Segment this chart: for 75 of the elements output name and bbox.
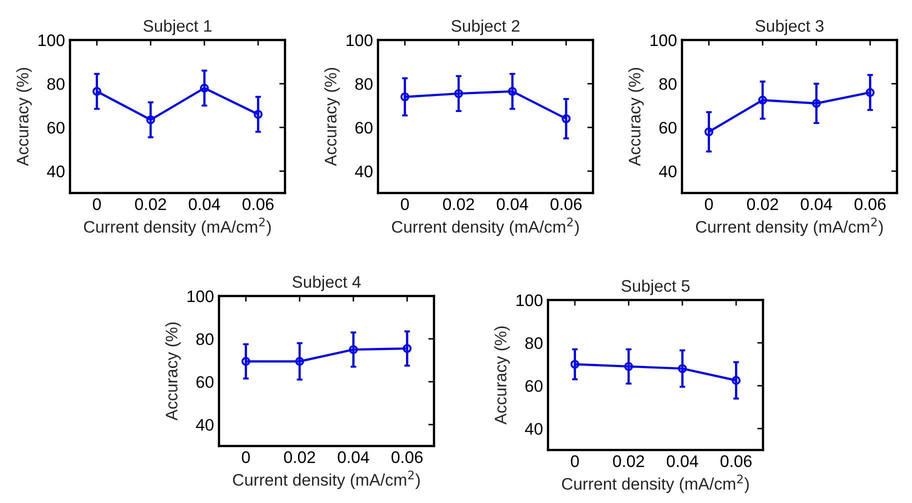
point [704, 127, 714, 136]
point [866, 88, 875, 97]
x-tick-label: 0.02 [284, 451, 316, 464]
y-tick-label: 60 [355, 122, 372, 134]
point [508, 86, 517, 96]
y-tick-label: 60 [47, 122, 64, 134]
x-tick-label: 0 [92, 198, 101, 210]
x-tick-label: 0.06 [242, 198, 274, 210]
x-tick-label: 0.02 [443, 198, 474, 210]
x-axis-title: Current density (mA/cm$^{2}$) [696, 218, 883, 236]
y-tick-label: 40 [196, 418, 214, 431]
x-tick-label: 0 [242, 451, 250, 464]
y-axis-title: Accuracy (%) [165, 322, 181, 421]
x-axis-title: Current density (mA/cm$^{2}$) [562, 474, 749, 494]
x-tick-label: 0.02 [135, 198, 166, 210]
x-tick-label: 0 [570, 455, 579, 468]
y-tick-label: 60 [659, 122, 676, 134]
point [254, 110, 263, 119]
chart-title: Subject 5 [622, 280, 690, 296]
x-tick-label: 0.04 [188, 198, 220, 210]
y-tick-label: 80 [525, 337, 542, 350]
y-tick-label: 40 [524, 422, 542, 435]
point [92, 86, 102, 96]
y-tick-label: 100 [516, 294, 542, 306]
y-tick-label: 100 [346, 34, 372, 46]
chart-title: Subject 4 [292, 276, 361, 292]
y-tick-label: 60 [196, 376, 214, 388]
x-axis-title: Current density (mA/cm$^{2}$) [233, 470, 420, 490]
chart-title: Subject 1 [144, 20, 212, 36]
y-axis-title: Accuracy (%) [16, 68, 32, 166]
y-axis-title: Accuracy (%) [494, 326, 510, 425]
x-tick-label: 0.04 [666, 455, 698, 468]
x-tick-label: 0.04 [800, 198, 832, 210]
x-tick-label: 0.06 [550, 198, 582, 210]
y-tick-label: 40 [46, 166, 64, 178]
point [678, 364, 687, 374]
point [562, 114, 571, 124]
y-tick-label: 80 [355, 78, 372, 90]
y-tick-label: 100 [188, 290, 214, 302]
x-axis-title: Current density (mA/cm$^{2}$) [84, 218, 271, 236]
x-tick-label: 0.06 [720, 455, 752, 468]
y-tick-label: 100 [38, 34, 64, 46]
x-tick-label: 0.06 [392, 451, 423, 464]
point [570, 360, 580, 369]
y-tick-label: 40 [658, 166, 676, 178]
point [400, 92, 410, 102]
point [146, 115, 156, 124]
y-tick-label: 60 [525, 380, 542, 392]
y-tick-label: 40 [354, 166, 372, 178]
x-tick-label: 0 [704, 198, 713, 210]
x-axis-title: Current density (mA/cm$^{2}$) [392, 218, 579, 236]
chart-title: Subject 3 [756, 20, 824, 36]
y-axis-title: Accuracy (%) [324, 68, 340, 166]
point [241, 356, 250, 366]
point [624, 362, 634, 371]
y-tick-label: 100 [650, 34, 676, 46]
point [348, 345, 358, 354]
point [758, 96, 768, 105]
point [200, 84, 209, 93]
x-tick-label: 0.04 [496, 198, 528, 210]
x-tick-label: 0.06 [854, 198, 886, 210]
y-tick-label: 80 [47, 78, 64, 90]
y-axis-title: Accuracy (%) [628, 68, 644, 166]
y-tick-label: 80 [659, 78, 676, 90]
x-tick-label: 0.02 [747, 198, 778, 210]
point [732, 376, 741, 385]
point [295, 356, 304, 366]
chart-title: Subject 2 [452, 20, 520, 36]
point [454, 89, 464, 98]
point [402, 344, 412, 353]
y-tick-label: 80 [196, 333, 214, 346]
point [812, 98, 821, 108]
x-tick-label: 0.02 [613, 455, 644, 468]
x-tick-label: 0.04 [338, 451, 370, 464]
x-tick-label: 0 [400, 198, 409, 210]
